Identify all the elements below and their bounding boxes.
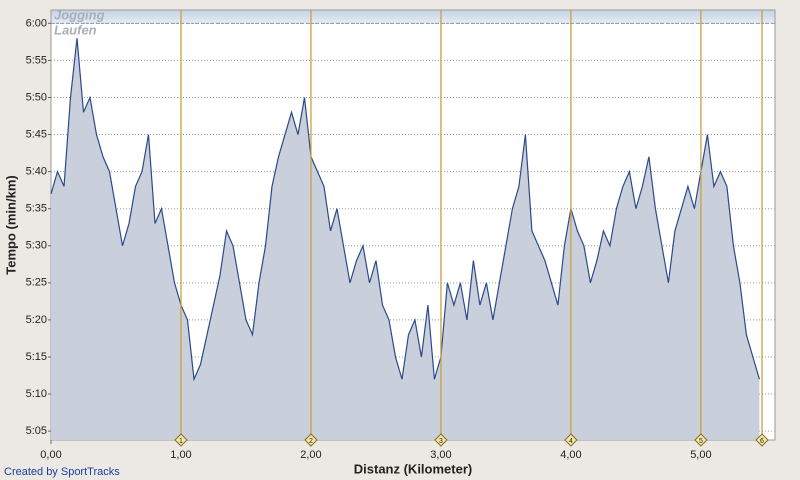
- y-tick-label: 5:25: [26, 277, 47, 289]
- y-tick-label: 5:35: [26, 203, 47, 215]
- y-axis-title: Tempo (min/km): [3, 175, 18, 274]
- km-marker: [304, 433, 318, 447]
- x-tick-label: 1,00: [170, 449, 191, 461]
- y-tick-label: 5:10: [26, 388, 47, 400]
- area-fill: [51, 38, 760, 440]
- pace-line: [50, 38, 760, 382]
- y-tick-label: 6:00: [26, 17, 47, 29]
- y-tick-label: 5:30: [26, 240, 47, 252]
- zone-label: Jogging: [54, 7, 105, 22]
- km-marker: [564, 433, 578, 447]
- zone-band: [51, 10, 775, 24]
- y-tick-label: 5:20: [26, 314, 47, 326]
- zone-label: Laufen: [54, 22, 97, 37]
- y-tick-label: 5:50: [26, 91, 47, 103]
- km-marker-label: 4: [569, 438, 573, 445]
- km-marker-label: 2: [309, 438, 313, 445]
- km-marker: [755, 433, 769, 447]
- km-marker-label: 3: [439, 438, 443, 445]
- km-marker-label: 1: [179, 438, 183, 445]
- x-tick-label: 3,00: [430, 449, 451, 461]
- y-tick-label: 5:40: [26, 166, 47, 178]
- x-tick-label: 0,00: [40, 449, 61, 461]
- x-tick-label: 5,00: [690, 449, 711, 461]
- y-tick-label: 5:55: [26, 54, 47, 66]
- km-marker-label: 5: [699, 438, 703, 445]
- y-tick-label: 5:15: [26, 351, 47, 363]
- credit: Created by SportTracks: [4, 466, 120, 478]
- x-tick-label: 4,00: [560, 449, 581, 461]
- km-marker: [694, 433, 708, 447]
- y-tick-label: 5:45: [26, 128, 47, 140]
- km-marker: [434, 433, 448, 447]
- km-marker: [174, 433, 188, 447]
- y-tick-label: 5:05: [26, 425, 47, 437]
- x-tick-label: 2,00: [300, 449, 321, 461]
- km-marker-label: 6: [760, 438, 764, 445]
- x-axis-title: Distanz (Kilometer): [354, 461, 472, 476]
